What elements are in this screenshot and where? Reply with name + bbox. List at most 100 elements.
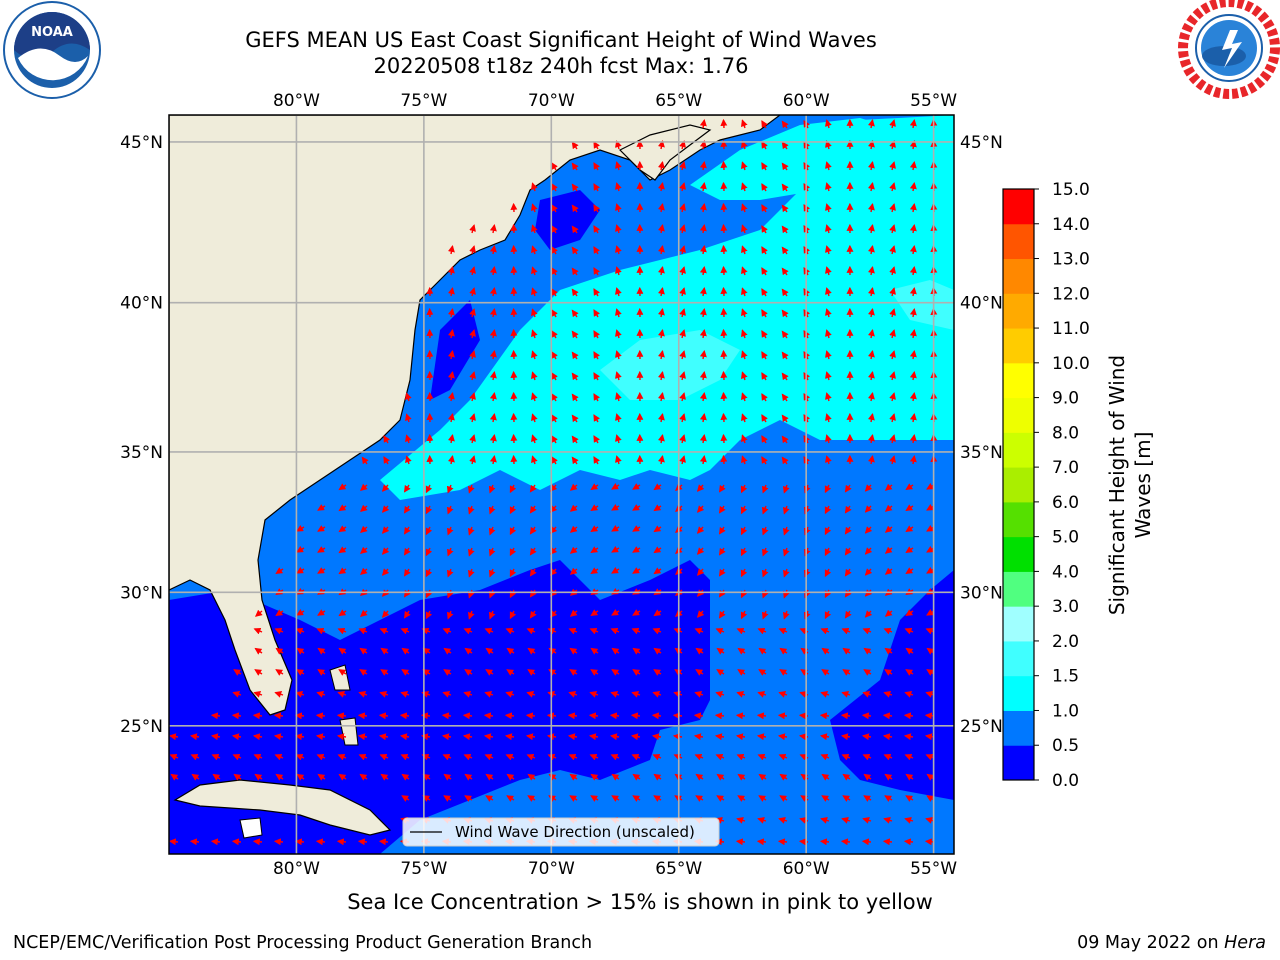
wind-arrow [679, 182, 686, 192]
lat-label-right: 30°N [960, 583, 1003, 603]
wind-arrow [609, 733, 620, 741]
wind-arrow [761, 456, 768, 465]
wind-arrow [779, 773, 788, 781]
lon-label-bottom: 65°W [655, 859, 702, 879]
lon-label-top: 60°W [783, 91, 830, 111]
wind-arrow [463, 753, 473, 761]
wind-arrow [782, 484, 790, 494]
wind-arrow [905, 546, 914, 554]
wind-arrow [825, 182, 832, 192]
wind-arrow [569, 525, 578, 533]
colorbar-segment [1003, 362, 1034, 399]
wind-arrow [761, 204, 768, 213]
wind-arrow [740, 434, 748, 444]
wind-arrow [630, 712, 641, 720]
wind-arrow [590, 483, 599, 491]
wind-arrow [781, 183, 789, 192]
wind-arrow [296, 609, 305, 616]
wind-arrow [462, 733, 473, 741]
wind-arrow [571, 183, 579, 192]
wind-arrow [884, 773, 893, 781]
wind-arrow [505, 627, 515, 635]
wind-arrow [615, 371, 622, 381]
wind-arrow [761, 267, 768, 276]
wind-arrow [446, 547, 454, 557]
wind-arrow [735, 712, 746, 720]
wind-arrow [736, 753, 746, 761]
wind-arrow [889, 371, 896, 381]
wind-arrow [359, 669, 368, 676]
wind-arrow [761, 414, 768, 423]
wind-arrow [905, 609, 914, 617]
wind-arrow [551, 414, 558, 423]
wind-arrow [740, 182, 748, 192]
wind-arrow [611, 773, 620, 781]
wind-arrow [884, 567, 893, 575]
colorbar-segment [1003, 571, 1034, 607]
wind-arrow [462, 712, 473, 720]
land-isla-juventud [239, 817, 263, 839]
wind-arrow [401, 795, 410, 802]
wind-arrow [781, 351, 789, 360]
wind-arrow [526, 627, 536, 635]
wind-arrow [761, 309, 768, 318]
wind-arrow [467, 526, 475, 536]
wind-arrow [867, 160, 875, 171]
noaa-logo-text: NOAA [31, 25, 73, 40]
colorbar-tick-label: 1.5 [1052, 667, 1079, 687]
wind-arrow [504, 712, 515, 720]
wind-arrow [714, 712, 725, 720]
wind-arrow [381, 505, 390, 513]
wind-arrow [695, 773, 704, 781]
wind-arrow [779, 795, 788, 802]
colorbar-tick-label: 12.0 [1052, 284, 1090, 304]
colorbar-segment [1003, 467, 1034, 503]
wind-arrow [469, 308, 476, 318]
wind-arrow [590, 669, 599, 676]
wind-arrow [840, 733, 851, 741]
colorbar-segment [1003, 189, 1034, 225]
wind-arrow [551, 267, 558, 276]
wind-arrow [275, 647, 284, 655]
chart-subtitle: 20220508 t18z 240h fcst Max: 1.76 [373, 54, 749, 78]
wind-arrow [825, 350, 832, 360]
wind-arrow [630, 733, 641, 741]
wind-arrow [274, 691, 284, 698]
wind-arrow [447, 454, 455, 465]
wind-arrow [551, 183, 558, 192]
wind-arrow [615, 308, 622, 318]
wind-arrow [571, 225, 579, 234]
wind-arrow [699, 286, 707, 297]
wind-arrow [657, 181, 665, 192]
map-area[interactable] [169, 115, 954, 854]
wind-arrow [316, 691, 326, 698]
wind-arrow [527, 647, 536, 655]
wind-arrow [632, 773, 641, 781]
wind-arrow [777, 838, 788, 846]
wind-arrow [317, 669, 326, 676]
colorbar-segment [1003, 397, 1034, 433]
wind-arrow [903, 838, 914, 846]
wind-arrow [380, 669, 389, 676]
wind-arrow [253, 691, 263, 698]
wind-arrow [509, 484, 517, 494]
wind-arrow [657, 391, 665, 402]
wind-arrow [820, 627, 830, 635]
wind-arrow [696, 505, 705, 513]
ocean-dark-region-east [830, 570, 954, 800]
land-cuba [173, 779, 392, 836]
wind-arrow [338, 504, 347, 512]
wind-arrow [864, 568, 873, 576]
ocean-lightcyan-patch-east [890, 280, 954, 330]
wind-arrow [529, 484, 537, 493]
wind-arrow [699, 370, 707, 381]
wind-arrow [446, 526, 454, 536]
wind-arrow [529, 589, 537, 598]
wind-arrow [718, 568, 726, 577]
wind-arrow [699, 307, 707, 318]
wind-arrow [506, 647, 515, 655]
wind-arrow [403, 589, 411, 598]
wind-arrow [489, 391, 497, 402]
wind-arrow [210, 733, 221, 741]
wind-arrow [381, 526, 390, 534]
